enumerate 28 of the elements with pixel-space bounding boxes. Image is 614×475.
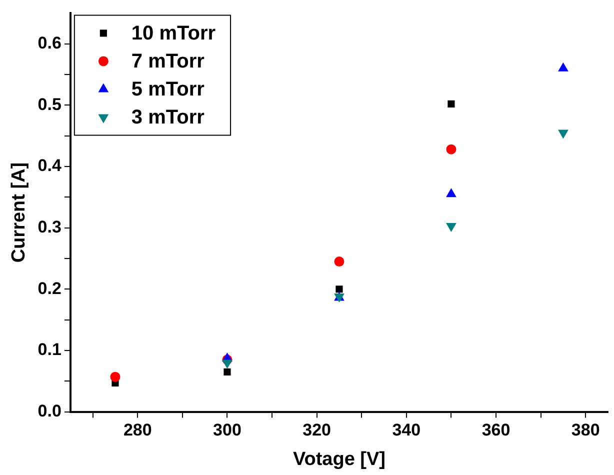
legend-label: 7 mTorr xyxy=(131,50,205,73)
x-tick-label: 320 xyxy=(302,420,332,440)
y-tick-label: 0.0 xyxy=(38,401,62,420)
y-axis-title: Current [A] xyxy=(8,162,30,263)
point xyxy=(222,360,232,369)
x-tick-label: 380 xyxy=(571,420,600,440)
y-tick-label: 0.2 xyxy=(38,278,62,298)
point xyxy=(558,62,568,72)
y-tick-label: 0.4 xyxy=(38,156,62,176)
x-tick-label: 300 xyxy=(213,420,242,440)
point xyxy=(336,286,343,293)
legend-label: 10 mTorr xyxy=(131,22,216,45)
point xyxy=(446,188,456,198)
point xyxy=(224,368,231,376)
x-tick-label: 340 xyxy=(392,420,421,440)
point xyxy=(334,256,344,267)
y-tick-label: 0.3 xyxy=(38,218,62,237)
point xyxy=(448,100,455,108)
point xyxy=(446,144,456,154)
legend-label: 3 mTorr xyxy=(131,106,205,129)
point xyxy=(110,372,120,382)
legend-label: 5 mTorr xyxy=(131,78,205,101)
y-tick-label: 0.6 xyxy=(38,34,62,53)
x-axis-title: Votage [V] xyxy=(292,448,386,470)
x-tick-label: 280 xyxy=(123,420,152,440)
y-tick-label: 0.1 xyxy=(38,340,62,360)
x-tick-label: 360 xyxy=(482,420,510,440)
y-tick-label: 0.5 xyxy=(38,94,62,114)
